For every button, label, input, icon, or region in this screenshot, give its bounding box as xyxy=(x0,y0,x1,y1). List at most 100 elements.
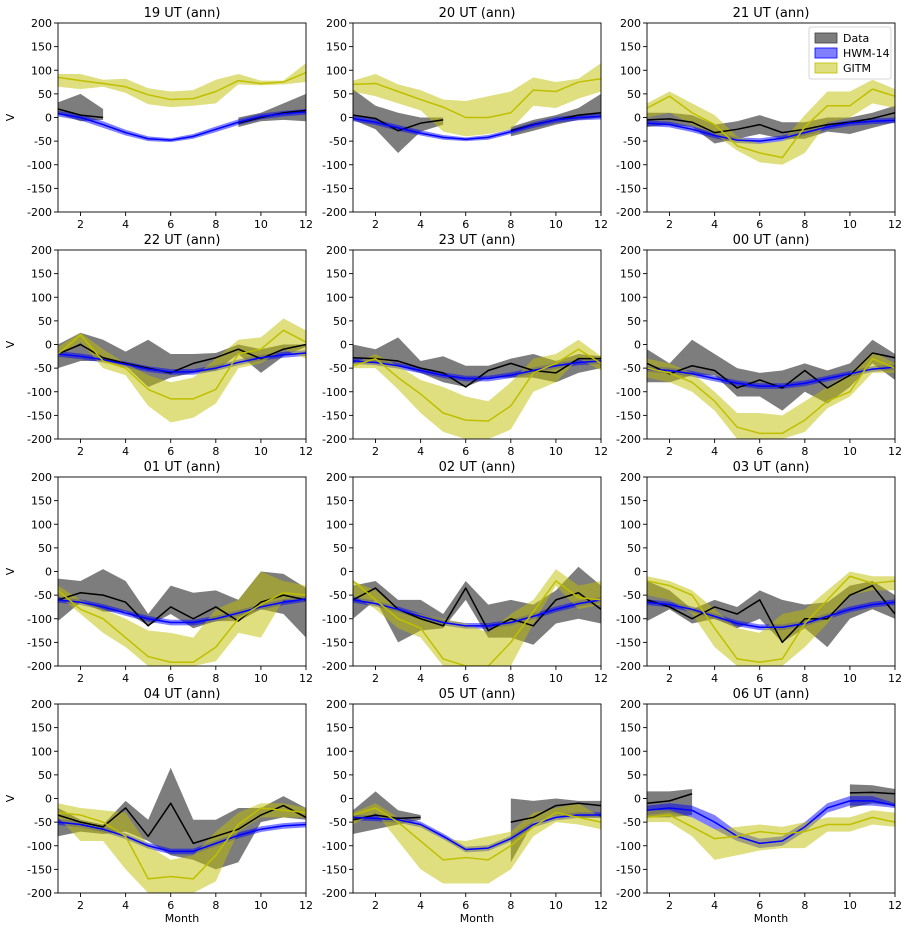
hwm-line-0 xyxy=(647,800,895,845)
x-tick-label: 8 xyxy=(212,899,219,912)
x-axis-label: Month xyxy=(460,912,495,925)
panel-7: 2 4 6 8 10 12 200 150 100 50 0 -50 -100 -150 -200 02 UT… xyxy=(322,460,608,685)
x-tick-label: 10 xyxy=(254,445,268,458)
plot-content xyxy=(58,318,306,423)
y-tick-label: 100 xyxy=(31,518,52,531)
hwm-band-0 xyxy=(647,796,895,849)
hwm-line-0 xyxy=(58,352,306,373)
y-tick-label: -200 xyxy=(616,206,641,219)
panel-title: 21 UT (ann) xyxy=(733,6,810,21)
y-tick-label: -100 xyxy=(322,613,347,626)
y-tick-label: 100 xyxy=(326,291,347,304)
gitm-band-0 xyxy=(647,810,895,860)
y-tick-label: 0 xyxy=(340,339,347,352)
y-tick-label: 50 xyxy=(627,769,641,782)
x-tick-label: 6 xyxy=(167,218,174,231)
panel-title: 01 UT (ann) xyxy=(144,460,221,475)
y-tick-label: 150 xyxy=(326,41,347,54)
x-tick-label: 10 xyxy=(843,218,857,231)
y-tick-label: 0 xyxy=(634,112,641,125)
panel-1: 2 4 6 8 10 12 200 150 100 50 0 -50 -100 -150 -200 20 UT… xyxy=(322,6,608,231)
x-tick-label: 4 xyxy=(711,445,718,458)
panel-title: 19 UT (ann) xyxy=(144,6,221,21)
y-axis-label: V xyxy=(4,567,17,575)
x-tick-label: 4 xyxy=(417,218,424,231)
y-tick-label: -50 xyxy=(623,362,641,375)
panel-title: 04 UT (ann) xyxy=(144,687,221,702)
x-tick-label: 12 xyxy=(299,899,313,912)
plot-content xyxy=(647,571,895,666)
y-tick-label: 100 xyxy=(31,291,52,304)
x-tick-label: 4 xyxy=(711,672,718,685)
legend-swatch xyxy=(814,47,838,59)
panel-6: 2 4 6 8 10 12 200 150 100 50 0 -50 -100 -150 -200 01 UT… xyxy=(4,460,313,685)
data-line-1 xyxy=(510,802,601,823)
x-tick-label: 6 xyxy=(462,899,469,912)
x-tick-label: 12 xyxy=(594,899,608,912)
y-tick-label: 200 xyxy=(31,244,52,257)
y-tick-label: 200 xyxy=(31,471,52,484)
x-tick-label: 12 xyxy=(594,672,608,685)
y-tick-label: -100 xyxy=(27,159,52,172)
gitm-line-0 xyxy=(647,814,895,840)
x-tick-label: 8 xyxy=(212,445,219,458)
y-tick-label: 50 xyxy=(333,88,347,101)
y-tick-label: -200 xyxy=(322,433,347,446)
y-tick-label: 100 xyxy=(326,64,347,77)
gitm-line-0 xyxy=(353,78,601,119)
hwm-line-0 xyxy=(58,598,306,624)
x-tick-label: 2 xyxy=(372,218,379,231)
x-tick-label: 2 xyxy=(666,445,673,458)
y-tick-label: 200 xyxy=(620,17,641,30)
x-tick-label: 6 xyxy=(462,445,469,458)
x-tick-label: 6 xyxy=(756,672,763,685)
x-tick-label: 10 xyxy=(254,899,268,912)
y-tick-label: -50 xyxy=(329,589,347,602)
y-tick-label: 150 xyxy=(31,495,52,508)
gitm-line-0 xyxy=(353,580,601,666)
gitm-line-0 xyxy=(647,88,895,159)
y-tick-label: 200 xyxy=(620,698,641,711)
x-tick-label: 10 xyxy=(254,672,268,685)
data-line-0 xyxy=(647,793,693,804)
y-tick-label: 0 xyxy=(340,566,347,579)
y-tick-label: 150 xyxy=(620,268,641,281)
y-tick-label: -50 xyxy=(34,816,52,829)
x-tick-label: 6 xyxy=(167,672,174,685)
x-tick-label: 12 xyxy=(299,672,313,685)
y-tick-label: 100 xyxy=(620,518,641,531)
gitm-band-0 xyxy=(353,339,601,439)
y-tick-label: 0 xyxy=(634,793,641,806)
y-tick-label: 50 xyxy=(38,88,52,101)
x-tick-label: 6 xyxy=(756,445,763,458)
y-tick-label: 200 xyxy=(31,17,52,30)
x-tick-label: 10 xyxy=(549,218,563,231)
gitm-band-0 xyxy=(353,569,601,666)
y-tick-label: 100 xyxy=(326,745,347,758)
panel-title: 05 UT (ann) xyxy=(439,687,516,702)
y-tick-label: -50 xyxy=(34,589,52,602)
y-tick-label: -100 xyxy=(27,840,52,853)
y-tick-label: 50 xyxy=(38,769,52,782)
y-tick-label: 50 xyxy=(333,315,347,328)
gitm-band-0 xyxy=(353,63,601,137)
y-tick-label: 100 xyxy=(620,291,641,304)
y-tick-label: -50 xyxy=(329,816,347,829)
y-tick-label: -200 xyxy=(322,660,347,673)
data-line-0 xyxy=(647,112,895,134)
y-tick-label: -150 xyxy=(322,409,347,422)
data-band-0 xyxy=(58,767,306,870)
x-tick-label: 8 xyxy=(801,218,808,231)
x-tick-label: 4 xyxy=(417,672,424,685)
x-tick-label: 2 xyxy=(666,672,673,685)
y-tick-label: -50 xyxy=(329,362,347,375)
y-tick-label: -100 xyxy=(616,840,641,853)
y-tick-label: 200 xyxy=(326,471,347,484)
plot-area xyxy=(647,250,895,439)
data-band-0 xyxy=(647,580,895,648)
x-tick-label: 8 xyxy=(507,445,514,458)
plot-content xyxy=(353,337,601,439)
y-tick-label: -50 xyxy=(34,135,52,148)
gitm-band-0 xyxy=(58,63,306,108)
